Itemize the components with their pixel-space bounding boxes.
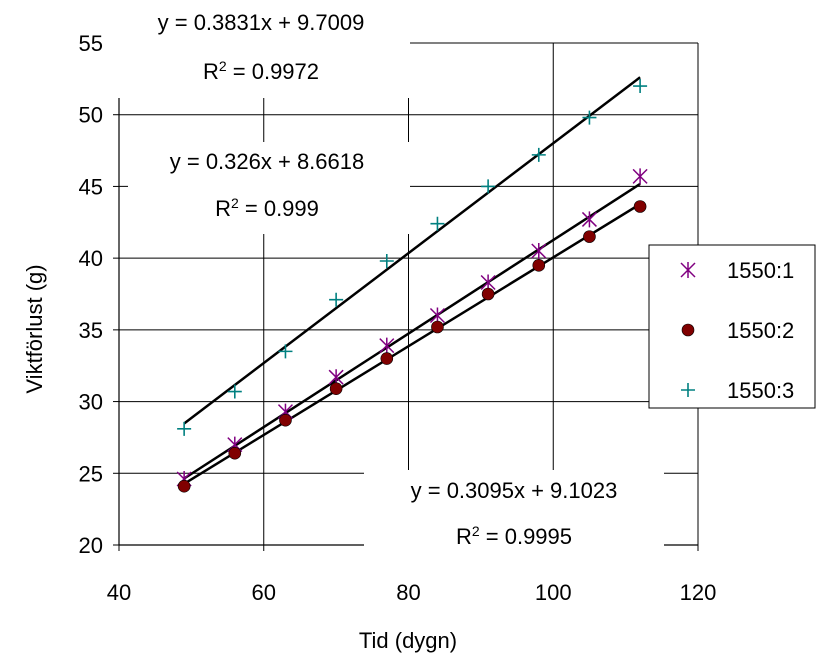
x-tick-label: 100 <box>535 580 572 605</box>
y-tick-label: 25 <box>79 461 103 486</box>
x-tick-label: 80 <box>396 580 420 605</box>
x-tick-label: 60 <box>252 580 276 605</box>
y-tick-label: 35 <box>79 318 103 343</box>
point-1550-3 <box>582 110 597 125</box>
point-1550-3 <box>531 147 546 162</box>
point-1550-2 <box>177 479 191 493</box>
point-1550-2 <box>532 259 546 272</box>
point-1550-2 <box>380 352 394 365</box>
point-1550-2 <box>228 446 242 460</box>
point-1550-3 <box>481 179 496 194</box>
trend-r2-1: R2 = 0.9972 <box>203 58 319 84</box>
point-1550-1 <box>581 211 597 228</box>
trendline-labels: y = 0.3831x + 9.7009 R2 = 0.9972 y = 0.3… <box>110 2 664 562</box>
eq-box-3 <box>364 470 664 562</box>
legend-markers <box>680 262 696 397</box>
point-1550-3 <box>329 292 344 307</box>
x-tick-label: 40 <box>107 580 131 605</box>
y-tick-label: 50 <box>79 103 103 128</box>
trend-equation-2: y = 0.326x + 8.6618 <box>170 149 365 174</box>
point-1550-3 <box>430 216 445 231</box>
trend-r2-3: R2 = 0.9995 <box>456 523 572 549</box>
trend-equation-1: y = 0.3831x + 9.7009 <box>158 10 365 35</box>
tick-labels: 20 25 30 35 40 45 50 55 40 60 80 100 120 <box>79 31 717 605</box>
point-1550-3 <box>379 254 394 269</box>
point-1550-3 <box>633 79 648 94</box>
x-axis-title: Tid (dygn) <box>359 628 457 653</box>
point-1550-2 <box>329 382 343 395</box>
y-tick-label: 55 <box>79 31 103 56</box>
point-1550-2 <box>481 287 495 301</box>
point-1550-2 <box>431 320 444 334</box>
trend-r2-2: R2 = 0.999 <box>215 195 319 221</box>
legend-marker-1550-3 <box>681 383 695 397</box>
trendline-1 <box>183 76 641 425</box>
trendlines <box>183 76 641 485</box>
legend-marker-1550-1 <box>680 262 696 278</box>
data-points <box>176 79 648 493</box>
point-1550-1 <box>632 168 648 185</box>
point-1550-2 <box>279 413 292 427</box>
eq-box-2 <box>128 142 410 234</box>
point-1550-2 <box>633 200 647 213</box>
y-tick-label: 45 <box>79 174 103 199</box>
legend-label-1550-3: 1550:3 <box>727 378 794 403</box>
trendline-3 <box>183 203 641 485</box>
y-tick-label: 40 <box>79 246 103 271</box>
point-1550-3 <box>177 421 192 436</box>
y-axis-title: Viktförlust (g) <box>22 264 47 393</box>
trend-equation-3: y = 0.3095x + 9.1023 <box>411 478 618 503</box>
point-1550-3 <box>227 384 242 399</box>
legend-label-1550-2: 1550:2 <box>727 318 794 343</box>
legend-box <box>648 244 816 409</box>
point-1550-1 <box>531 242 547 259</box>
y-tick-label: 30 <box>79 390 103 415</box>
point-1550-1 <box>379 337 395 354</box>
legend-label-1550-1: 1550:1 <box>727 258 794 283</box>
point-1550-2 <box>583 230 596 243</box>
x-tick-label: 120 <box>680 580 717 605</box>
y-tick-label: 20 <box>79 533 103 558</box>
eq-box-1 <box>110 2 410 98</box>
legend-marker-1550-2 <box>681 323 695 337</box>
point-1550-3 <box>278 344 293 359</box>
trendline-2 <box>183 182 641 480</box>
legend: 1550:1 1550:2 1550:3 <box>648 244 816 409</box>
